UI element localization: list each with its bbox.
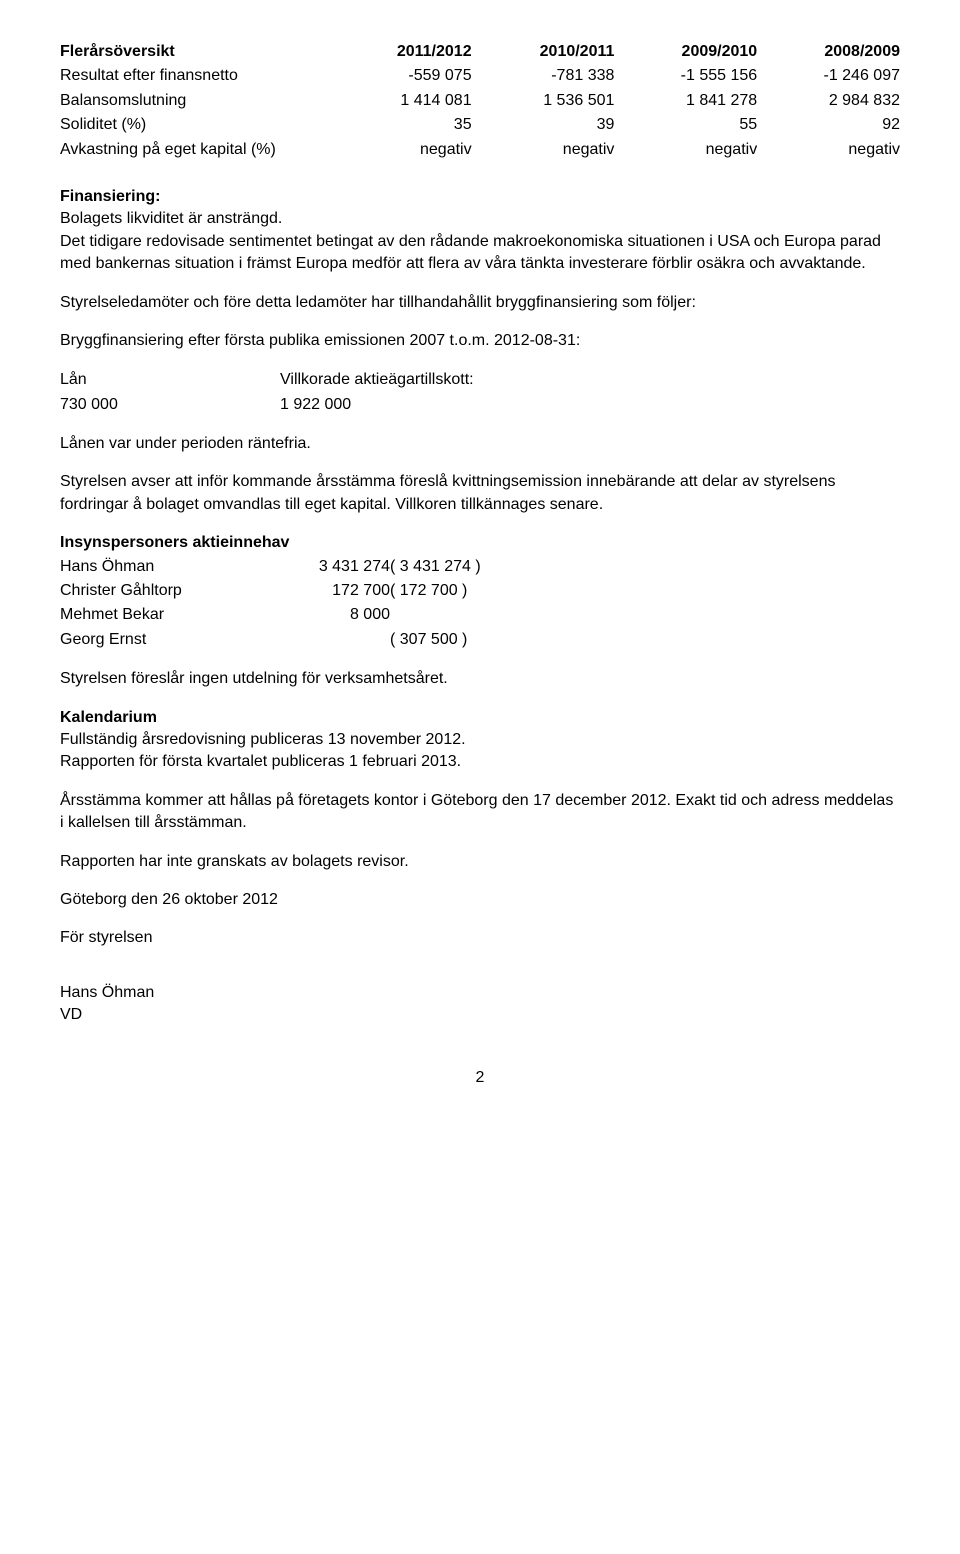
- loan-v2: 1 922 000: [280, 393, 540, 417]
- kal-p10: För styrelsen: [60, 927, 900, 949]
- insyn-name: Hans Öhman: [60, 555, 260, 579]
- row-label: Avkastning på eget kapital (%): [60, 138, 329, 162]
- insyn-heading: Insynspersoners aktieinnehav: [60, 532, 900, 554]
- th-y4: 2008/2009: [757, 40, 900, 64]
- kal-l2: Rapporten för första kvartalet publicera…: [60, 751, 900, 773]
- row-label: Balansomslutning: [60, 89, 329, 113]
- insyn-count: 3 431 274: [260, 555, 390, 579]
- financing-p3: Styrelseledamöter och före detta ledamöt…: [60, 292, 900, 314]
- kalendarium-heading: Kalendarium: [60, 709, 157, 726]
- th-y1: 2011/2012: [329, 40, 472, 64]
- financing-p2: Det tidigare redovisade sentimentet beti…: [60, 231, 900, 276]
- cell: negativ: [329, 138, 472, 162]
- cell: negativ: [472, 138, 615, 162]
- loan-note: Lånen var under perioden räntefria.: [60, 433, 900, 455]
- cell: -559 075: [329, 64, 472, 88]
- cell: 2 984 832: [757, 89, 900, 113]
- kal-p9: Göteborg den 26 oktober 2012: [60, 889, 900, 911]
- financing-p4: Bryggfinansiering efter första publika e…: [60, 330, 900, 352]
- th-y3: 2009/2010: [614, 40, 757, 64]
- overview-table: Flerårsöversikt 2011/2012 2010/2011 2009…: [60, 40, 900, 162]
- insyn-note: ( 3 431 274 ): [390, 555, 590, 579]
- insyn-count: 172 700: [260, 579, 390, 603]
- cell: -1 246 097: [757, 64, 900, 88]
- cell: 39: [472, 113, 615, 137]
- cell: negativ: [757, 138, 900, 162]
- cell: -1 555 156: [614, 64, 757, 88]
- insyn-table: Hans Öhman 3 431 274 ( 3 431 274 ) Chris…: [60, 555, 590, 653]
- loan-table: Lån Villkorade aktieägartillskott: 730 0…: [60, 368, 540, 417]
- insyn-count: [260, 628, 390, 652]
- insyn-count: 8 000: [260, 603, 390, 627]
- kal-p8: Rapporten har inte granskats av bolagets…: [60, 851, 900, 873]
- cell: negativ: [614, 138, 757, 162]
- row-label: Soliditet (%): [60, 113, 329, 137]
- th-label: Flerårsöversikt: [60, 40, 329, 64]
- loan-v1: 730 000: [60, 393, 280, 417]
- financing-p1: Bolagets likviditet är ansträngd.: [60, 208, 900, 230]
- insyn-name: Mehmet Bekar: [60, 603, 260, 627]
- insyn-name: Christer Gåhltorp: [60, 579, 260, 603]
- financing-heading: Finansiering:: [60, 188, 160, 205]
- row-label: Resultat efter finansnetto: [60, 64, 329, 88]
- insyn-note: ( 172 700 ): [390, 579, 590, 603]
- cell: 92: [757, 113, 900, 137]
- loan-h1: Lån: [60, 368, 280, 392]
- cell: 1 414 081: [329, 89, 472, 113]
- cell: 1 536 501: [472, 89, 615, 113]
- insyn-note: [390, 603, 590, 627]
- sig-title: VD: [60, 1004, 900, 1026]
- sig-name: Hans Öhman: [60, 982, 900, 1004]
- cell: 1 841 278: [614, 89, 757, 113]
- insyn-name: Georg Ernst: [60, 628, 260, 652]
- loan-p5: Styrelsen avser att inför kommande årsst…: [60, 471, 900, 516]
- th-y2: 2010/2011: [472, 40, 615, 64]
- insyn-p6: Styrelsen föreslår ingen utdelning för v…: [60, 668, 900, 690]
- cell: -781 338: [472, 64, 615, 88]
- kal-l1: Fullständig årsredovisning publiceras 13…: [60, 729, 900, 751]
- cell: 55: [614, 113, 757, 137]
- kal-p7: Årsstämma kommer att hållas på företaget…: [60, 790, 900, 835]
- loan-h2: Villkorade aktieägartillskott:: [280, 368, 540, 392]
- cell: 35: [329, 113, 472, 137]
- insyn-note: ( 307 500 ): [390, 628, 590, 652]
- page-number: 2: [60, 1067, 900, 1089]
